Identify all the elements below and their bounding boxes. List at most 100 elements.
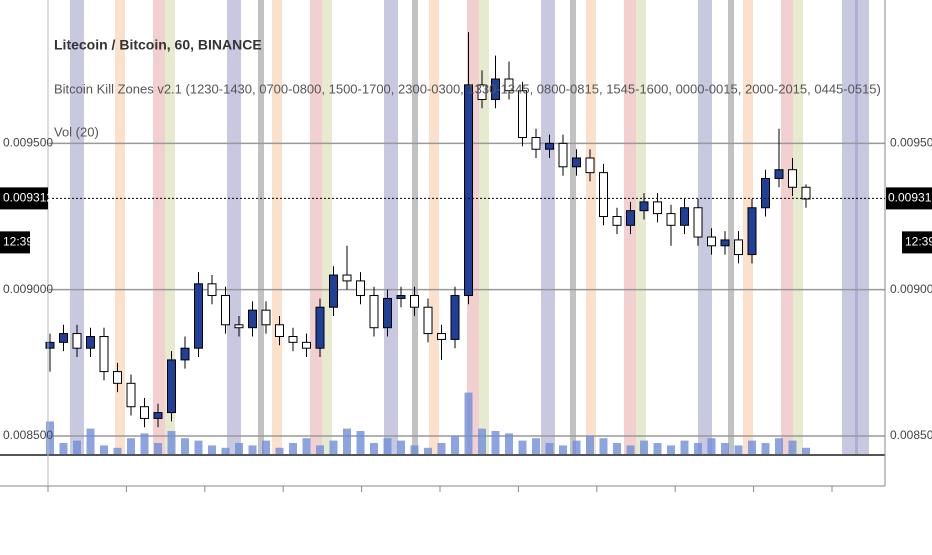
volume-bar bbox=[343, 428, 351, 455]
kill-zone bbox=[310, 0, 322, 455]
candle-body bbox=[666, 213, 676, 226]
volume-bar bbox=[275, 447, 284, 455]
kill-zone bbox=[412, 0, 418, 455]
candle-body bbox=[153, 412, 163, 419]
candle-body bbox=[707, 236, 716, 247]
volume-bar bbox=[788, 440, 797, 455]
candle-body bbox=[396, 295, 406, 299]
volume-bar bbox=[140, 433, 149, 455]
candle-body bbox=[680, 207, 689, 226]
candle-body bbox=[180, 347, 190, 361]
candle-body bbox=[518, 90, 527, 139]
volume-bar bbox=[221, 447, 230, 455]
volume-bar bbox=[667, 445, 675, 455]
volume-bar bbox=[154, 443, 162, 455]
kill-zone bbox=[429, 0, 439, 455]
candle-body bbox=[113, 371, 122, 384]
volume-bar bbox=[235, 443, 243, 455]
volume-bar bbox=[626, 445, 635, 455]
volume-bar bbox=[505, 433, 513, 455]
y-tick-label-right: 0.008500 bbox=[890, 428, 932, 442]
candle-body bbox=[288, 335, 298, 343]
indicator-label: Bitcoin Kill Zones v2.1 (1230-1430, 0700… bbox=[54, 81, 881, 96]
countdown-right: 12:39 bbox=[905, 235, 932, 249]
candle-body bbox=[99, 335, 109, 373]
chart-title: Litecoin / Bitcoin, 60, BINANCE bbox=[54, 37, 262, 53]
volume-bar bbox=[127, 438, 135, 455]
volume-bar bbox=[181, 438, 189, 455]
candle-body bbox=[585, 157, 595, 174]
volume-bar bbox=[100, 445, 108, 455]
volume-bar bbox=[545, 443, 554, 455]
volume-bar bbox=[437, 443, 446, 455]
y-tick-label-right: 0.009000 bbox=[890, 282, 932, 296]
volume-bar bbox=[599, 438, 608, 455]
candle-body bbox=[329, 274, 338, 308]
candle-body bbox=[248, 309, 257, 329]
countdown: 12:39 bbox=[3, 235, 33, 249]
volume-label: Vol (20) bbox=[54, 124, 99, 139]
volume-bar bbox=[383, 438, 392, 455]
candle-body bbox=[194, 283, 203, 349]
candle-body bbox=[234, 324, 244, 329]
candle-body bbox=[207, 283, 217, 297]
kill-zone bbox=[586, 0, 596, 455]
volume-bar bbox=[370, 443, 378, 455]
volume-bar bbox=[59, 443, 68, 455]
volume-bar bbox=[86, 428, 95, 455]
volume-bar bbox=[302, 438, 311, 455]
candle-body bbox=[639, 201, 649, 212]
kill-zone bbox=[479, 0, 489, 455]
candle-body bbox=[167, 359, 176, 414]
volume-bar bbox=[451, 435, 459, 455]
countdown-box bbox=[0, 231, 30, 254]
volume-bar bbox=[262, 440, 270, 455]
candle-body bbox=[369, 295, 379, 329]
volume-bar bbox=[653, 443, 662, 455]
volume-bar bbox=[329, 440, 338, 455]
candle-body bbox=[558, 142, 568, 168]
volume-bar bbox=[586, 435, 594, 455]
candle-body bbox=[504, 78, 514, 92]
candle-body bbox=[747, 207, 757, 256]
candle-body bbox=[801, 186, 811, 200]
candle-body bbox=[599, 172, 608, 218]
kill-zone bbox=[227, 0, 241, 455]
kill-zone bbox=[153, 0, 165, 455]
last-price-label: 0.009312 bbox=[3, 191, 53, 205]
candle-body bbox=[383, 297, 392, 329]
kill-zone bbox=[322, 0, 332, 455]
volume-bar bbox=[356, 431, 365, 455]
kill-zone bbox=[70, 0, 84, 455]
candle-body bbox=[477, 84, 487, 100]
kill-zone bbox=[165, 0, 175, 455]
kill-zone bbox=[855, 0, 869, 455]
y-tick-label: 0.008500 bbox=[3, 428, 53, 442]
volume-bar bbox=[694, 443, 702, 455]
candle-body bbox=[545, 142, 554, 150]
kill-zone bbox=[698, 0, 712, 455]
candle-body bbox=[464, 84, 473, 297]
candle-body bbox=[491, 78, 500, 100]
price-box bbox=[0, 187, 48, 210]
volume-bar bbox=[559, 445, 567, 455]
candle-body bbox=[734, 239, 743, 256]
candle-body bbox=[410, 295, 419, 308]
candle-body bbox=[356, 280, 365, 297]
last-price-label-right: 0.009312 bbox=[888, 191, 932, 205]
volume-bar bbox=[410, 445, 419, 455]
candle-body bbox=[126, 382, 136, 408]
volume-bar bbox=[748, 440, 756, 455]
candle-body bbox=[302, 341, 311, 349]
candle-body bbox=[140, 406, 149, 419]
volume-bar bbox=[734, 445, 743, 455]
volume-bar bbox=[248, 445, 257, 455]
volume-bar bbox=[46, 421, 54, 455]
kill-zone bbox=[793, 0, 803, 455]
volume-bar bbox=[194, 440, 203, 455]
candle-body bbox=[653, 201, 662, 215]
candle-body bbox=[788, 169, 797, 188]
y-tick-label: 0.009500 bbox=[3, 136, 53, 150]
